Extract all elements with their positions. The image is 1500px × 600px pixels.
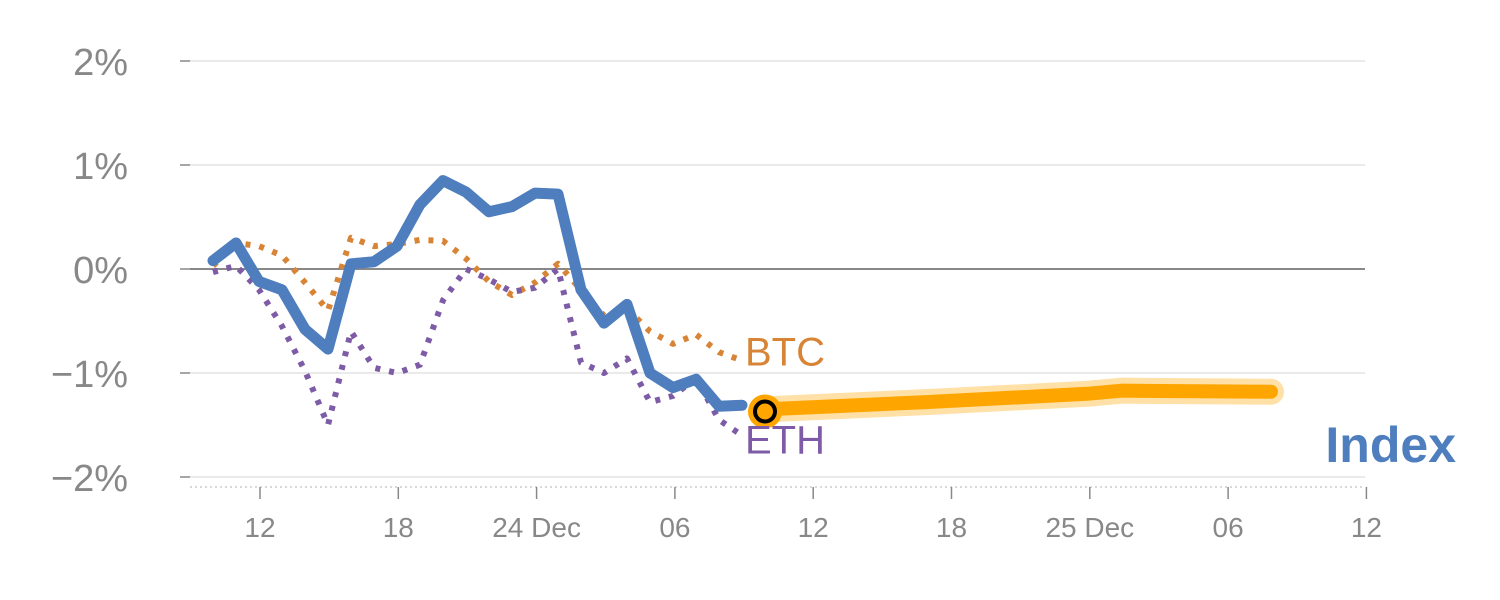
x-tick-label: 18 [936, 512, 967, 543]
series-lines [207, 175, 748, 438]
y-tick-label: 1% [73, 146, 128, 188]
x-tick-label: 06 [659, 512, 690, 543]
series-label-btc: BTC [745, 331, 825, 375]
series-label-index: Index [1325, 417, 1456, 473]
forecast-band-core [758, 383, 1278, 417]
x-tick-label: 06 [1213, 512, 1244, 543]
x-tick-label: 24 Dec [492, 512, 581, 543]
series-line-index [207, 175, 748, 412]
series-line-eth [212, 262, 744, 438]
current-point-marker [748, 394, 782, 429]
x-tick-label: 12 [798, 512, 829, 543]
x-tick-label: 18 [383, 512, 414, 543]
forecast-band [752, 377, 1284, 423]
marker-outer [748, 394, 782, 429]
y-axis-labels: 2% 1% 0% −1% −2% [51, 42, 128, 500]
y-tick-label: 0% [73, 250, 128, 292]
y-tick-marks [180, 60, 190, 478]
x-axis: 12 18 24 Dec 06 12 18 25 Dec 06 12 [190, 486, 1382, 543]
grid-lines [190, 60, 1365, 478]
series-label-eth: ETH [745, 418, 825, 462]
y-tick-label: 2% [73, 42, 128, 84]
labels: BTC ETH Index [745, 331, 1456, 473]
series-line-btc [210, 234, 744, 364]
marker-ring [753, 399, 777, 424]
x-tick-label: 25 Dec [1045, 512, 1134, 543]
x-tick-label: 12 [244, 512, 275, 543]
x-tick-label: 12 [1351, 512, 1382, 543]
y-tick-label: −1% [51, 354, 128, 396]
y-tick-label: −2% [51, 458, 128, 500]
